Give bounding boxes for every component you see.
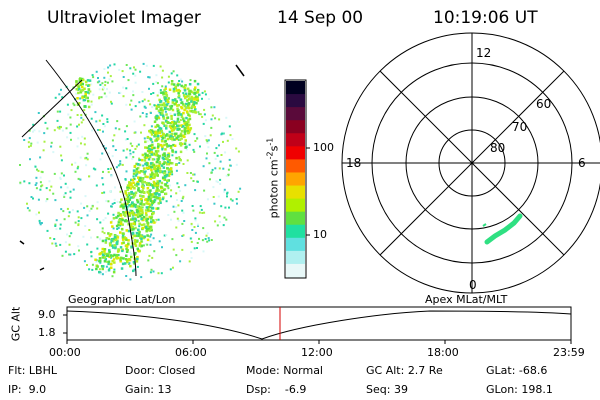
altitude-tick-9: 9.0	[38, 308, 56, 321]
unit-exponent: -1	[265, 137, 275, 146]
altitude-plot	[63, 306, 572, 344]
mlt-label-18: 18	[346, 156, 362, 170]
status-dsp: Dsp: -6.9	[246, 383, 307, 396]
apex-coord-label: Apex MLat/MLT	[425, 293, 508, 306]
colorbar-segment	[286, 198, 305, 213]
aurora-speck	[482, 223, 487, 227]
colorbar-unit-label: photon cm-2s-1	[266, 138, 281, 219]
colorbar-segment	[286, 211, 305, 226]
status-glat: GLat: -68.6	[486, 364, 548, 377]
diagonal-meridian	[379, 70, 565, 256]
polar-mlt-dial	[341, 32, 600, 294]
colorbar-segment	[286, 107, 305, 121]
altitude-tick-1-8: 1.8	[38, 326, 56, 339]
colorbar-segment	[286, 237, 305, 252]
time-tick-2359: 23:59	[553, 346, 585, 359]
status-door: Door: Closed	[125, 364, 196, 377]
lat-label-70: 70	[512, 120, 528, 134]
lat-label-60: 60	[536, 97, 552, 111]
colorbar-segment	[286, 81, 305, 95]
colorbar-segment	[286, 94, 305, 108]
status-gc-alt: GC Alt: 2.7 Re	[366, 364, 443, 377]
colorbar-segment	[286, 263, 305, 278]
colorbar-segment	[286, 133, 305, 147]
status-glon: GLon: 198.1	[486, 383, 553, 396]
status-seq: Seq: 39	[366, 383, 408, 396]
aurora-projection	[484, 213, 523, 245]
colorbar-segment	[286, 250, 305, 265]
status-flt: Flt: LBHL	[8, 364, 57, 377]
status-mode: Mode: Normal	[246, 364, 323, 377]
unit-seconds: s	[267, 145, 281, 152]
status-gain: Gain: 13	[125, 383, 172, 396]
limb-mark	[19, 240, 25, 245]
colorbar-tick-label-10: 10	[313, 228, 327, 241]
unit-exponent: -2	[265, 151, 275, 160]
lat-label-80: 80	[490, 141, 506, 155]
aurora-oval-band	[75, 77, 201, 274]
colorbar-segment	[286, 172, 305, 187]
instrument-title: Ultraviolet Imager	[47, 8, 201, 28]
colorbar	[284, 79, 310, 279]
date-label: 14 Sep 00	[277, 8, 364, 28]
mlt-label-0: 0	[469, 278, 477, 292]
colorbar-segment	[286, 224, 305, 239]
time-tick-1800: 18:00	[427, 346, 459, 359]
colorbar-segment	[286, 159, 305, 173]
limb-mark	[235, 64, 245, 77]
unit-text: photon cm	[267, 159, 281, 219]
altitude-curve	[66, 310, 572, 340]
colorbar-segment	[286, 120, 305, 134]
altitude-axis-label: GC Alt	[9, 306, 23, 342]
geographic-image-panel	[19, 59, 245, 281]
status-ip: IP: 9.0	[8, 383, 47, 396]
colorbar-segment	[286, 146, 305, 160]
altitude-plot-frame	[66, 306, 572, 341]
colorbar-segment	[286, 185, 305, 200]
background-speckle	[19, 62, 242, 281]
mlt-label-6: 6	[578, 156, 586, 170]
geographic-coord-label: Geographic Lat/Lon	[68, 293, 176, 306]
limb-mark	[39, 267, 45, 271]
time-tick-0600: 06:00	[175, 346, 207, 359]
time-tick-0000: 00:00	[49, 346, 81, 359]
colorbar-tick-label-100: 100	[313, 141, 334, 154]
lat-line	[21, 79, 83, 138]
lon-line	[45, 59, 137, 277]
time-label: 10:19:06 UT	[433, 8, 538, 28]
time-tick-1200: 12:00	[301, 346, 333, 359]
mlt-label-12: 12	[476, 46, 492, 60]
